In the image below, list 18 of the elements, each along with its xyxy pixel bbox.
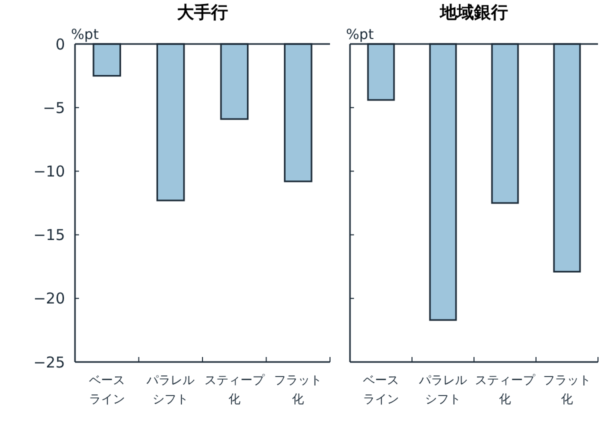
- x-tick-label: スティープ化: [475, 373, 536, 406]
- x-tick-label: フラット化: [543, 373, 591, 406]
- y-tick-label: −15: [33, 226, 65, 244]
- y-tick-label: −10: [33, 162, 65, 180]
- x-tick-label: フラット化: [274, 373, 322, 406]
- x-tick-label: パラレルシフト: [418, 373, 467, 406]
- x-tick-label: パラレルシフト: [146, 373, 195, 406]
- chart-title: 地域銀行: [439, 3, 508, 23]
- y-tick-label: −25: [33, 353, 65, 372]
- y-axis-title: %pt: [71, 27, 100, 43]
- y-tick-label: −5: [42, 98, 65, 117]
- y-axis-title: %pt: [346, 27, 374, 43]
- x-tick-label: スティープ化: [204, 373, 266, 406]
- y-tick-label: −20: [33, 290, 65, 308]
- y-tick-label: 0: [55, 35, 65, 54]
- x-tick-label: ベースライン: [363, 373, 399, 406]
- x-tick-label: ベースライン: [88, 373, 125, 406]
- chart-title: 大手行: [177, 3, 228, 23]
